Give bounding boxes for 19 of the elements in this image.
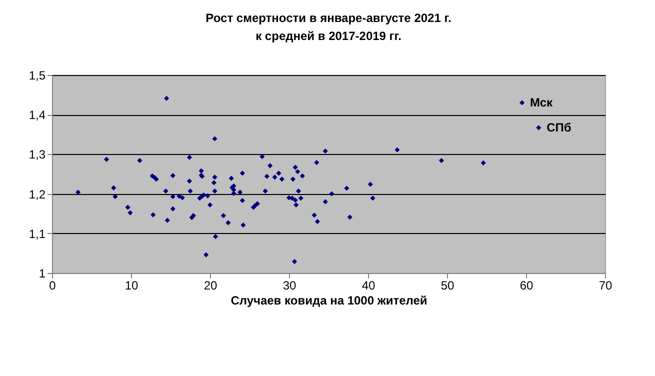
x-tick-label: 30: [282, 278, 296, 292]
y-tick-label: 1: [38, 266, 46, 280]
x-axis-title: Случаев ковида на 1000 жителей: [230, 294, 428, 308]
annotation: СПб: [546, 120, 572, 135]
x-tick-label: 40: [362, 278, 376, 292]
x-tick-label: 10: [124, 278, 138, 292]
annotation: Мск: [530, 96, 554, 110]
x-tick-label: 50: [440, 278, 454, 292]
x-tick-label: 60: [520, 278, 534, 292]
x-tick-label: 70: [598, 278, 612, 292]
y-tick-label: 1,5: [28, 68, 46, 82]
y-tick-label: 1,1: [28, 226, 46, 241]
x-tick-label: 20: [204, 278, 218, 292]
chart-subtitle: к средней в 2017-2019 гг.: [256, 29, 402, 43]
y-tick-label: 1,3: [28, 148, 46, 162]
y-tick-label: 1,2: [28, 187, 46, 202]
x-tick-label: 0: [49, 278, 56, 292]
chart-title: Рост смертности в январе-августе 2021 г.: [206, 11, 452, 25]
y-tick-label: 1,4: [28, 108, 46, 122]
